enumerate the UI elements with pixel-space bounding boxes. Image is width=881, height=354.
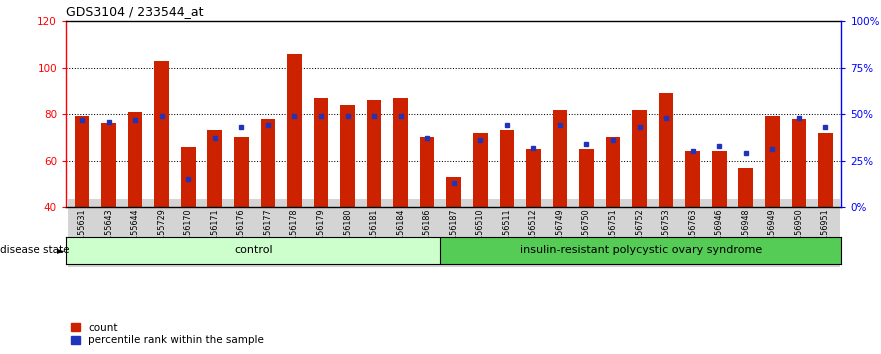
Bar xyxy=(552,109,567,207)
Text: control: control xyxy=(233,245,272,256)
Bar xyxy=(685,152,700,207)
Bar xyxy=(473,133,487,207)
Text: insulin-resistant polycystic ovary syndrome: insulin-resistant polycystic ovary syndr… xyxy=(520,245,762,256)
Bar xyxy=(500,130,515,207)
Bar xyxy=(75,116,89,207)
Bar xyxy=(633,109,647,207)
Bar xyxy=(818,133,833,207)
Bar xyxy=(393,98,408,207)
Bar xyxy=(738,167,753,207)
Bar xyxy=(154,61,169,207)
Bar xyxy=(526,149,541,207)
Text: disease state: disease state xyxy=(0,245,70,256)
Bar xyxy=(128,112,143,207)
Bar xyxy=(579,149,594,207)
Bar xyxy=(420,137,434,207)
Bar xyxy=(101,124,116,207)
Bar xyxy=(340,105,355,207)
Bar xyxy=(314,98,329,207)
Text: GDS3104 / 233544_at: GDS3104 / 233544_at xyxy=(66,5,204,18)
Bar xyxy=(181,147,196,207)
Bar xyxy=(66,237,440,264)
Legend: count, percentile rank within the sample: count, percentile rank within the sample xyxy=(71,322,263,345)
Bar xyxy=(234,137,248,207)
Bar xyxy=(791,119,806,207)
Bar xyxy=(447,177,461,207)
Bar xyxy=(207,130,222,207)
Bar xyxy=(366,100,381,207)
Bar xyxy=(712,152,727,207)
Bar xyxy=(659,93,673,207)
Text: ►: ► xyxy=(57,245,65,256)
Bar xyxy=(440,237,841,264)
Bar xyxy=(261,119,275,207)
Bar xyxy=(606,137,620,207)
Bar xyxy=(765,116,780,207)
Bar xyxy=(287,54,301,207)
